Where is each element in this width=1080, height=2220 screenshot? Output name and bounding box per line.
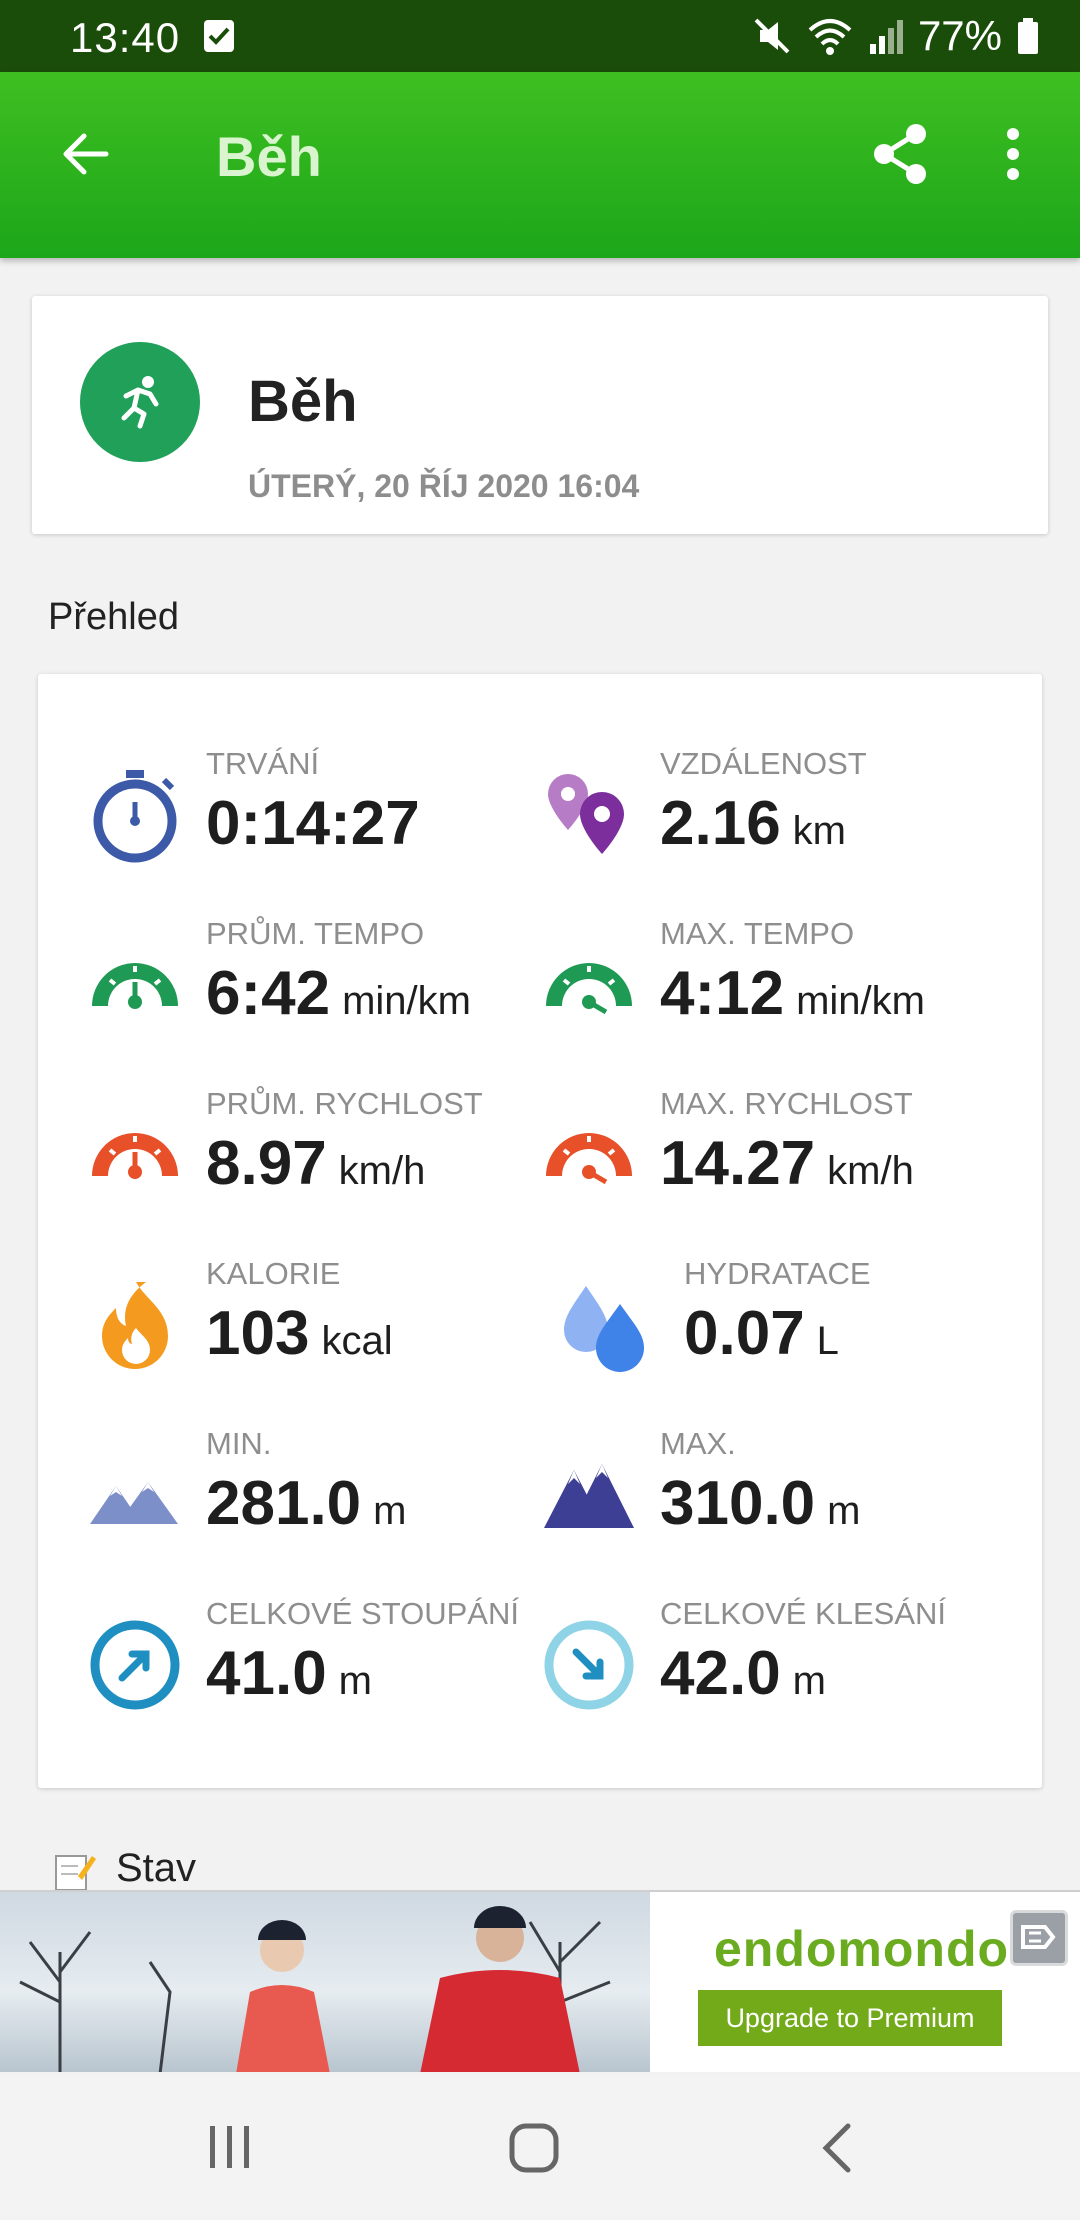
mountains-icon — [544, 1464, 634, 1528]
back-nav-icon[interactable] — [818, 2122, 854, 2174]
ad-brand-logo[interactable]: endomondo — [714, 1921, 1010, 1977]
stat-value: 281.0 — [206, 1469, 362, 1538]
flame-icon — [102, 1282, 168, 1369]
system-nav-bar — [0, 2074, 1080, 2220]
ad-choices-icon[interactable] — [1010, 1910, 1068, 1966]
stat-value: 42.0 — [660, 1639, 781, 1708]
stat-label: KALORIE — [206, 1256, 341, 1291]
upgrade-premium-button[interactable]: Upgrade to Premium — [698, 1990, 1002, 2046]
stat-label: TRVÁNÍ — [206, 746, 320, 781]
stat-value: 4:12 — [660, 959, 785, 1028]
stat-value: 0:14:27 — [206, 789, 420, 858]
signal-icon — [869, 20, 903, 54]
stat-value: 8.97 — [206, 1129, 327, 1198]
stat-label: PRŮM. TEMPO — [206, 916, 425, 951]
stat-label: MAX. TEMPO — [660, 916, 855, 951]
stat-value: 103 — [206, 1299, 310, 1368]
stat-label: MIN. — [206, 1426, 272, 1461]
overview-stats-card: TRVÁNÍ 0:14:27 VZDÁLENOST 2.16 km PRŮM. T… — [38, 674, 1042, 1788]
battery-icon — [1018, 18, 1038, 54]
battery-percent: 77% — [917, 12, 1002, 59]
speedometer-icon — [92, 1133, 178, 1179]
app-bar: Běh — [0, 72, 1080, 258]
stat-value: 0.07 — [684, 1299, 805, 1368]
back-arrow-icon[interactable] — [56, 126, 112, 182]
home-icon[interactable] — [508, 2122, 560, 2174]
stat-unit: m — [338, 1659, 372, 1703]
status-icons: 77% — [752, 12, 1040, 60]
status-bar: 13:40 77% — [0, 0, 1080, 72]
stat-label: CELKOVÉ STOUPÁNÍ — [206, 1596, 519, 1631]
stat-avg-speed: PRŮM. RYCHLOST 8.97 km/h — [86, 1086, 546, 1216]
stat-max-pace: MAX. TEMPO 4:12 min/km — [540, 916, 1000, 1046]
stat-calories: KALORIE 103 kcal — [86, 1256, 546, 1386]
running-sport-icon — [80, 342, 200, 462]
recent-apps-icon[interactable] — [206, 2122, 254, 2172]
note-edit-icon — [55, 1855, 96, 1891]
stat-max-altitude: MAX. 310.0 m — [540, 1426, 1000, 1556]
stat-value: 6:42 — [206, 959, 331, 1028]
stat-unit: min/km — [796, 979, 925, 1023]
stat-unit: kcal — [321, 1319, 393, 1363]
stat-total-ascent: CELKOVÉ STOUPÁNÍ 41.0 m — [86, 1596, 546, 1726]
stat-value: 41.0 — [206, 1639, 327, 1708]
stat-unit: L — [816, 1319, 839, 1363]
more-options-icon[interactable] — [998, 126, 1028, 182]
checkbox-notification-icon — [204, 20, 234, 52]
location-pins-icon — [548, 774, 624, 854]
stat-label: MAX. RYCHLOST — [660, 1086, 913, 1121]
stat-unit: km — [792, 809, 846, 853]
stat-hydration: HYDRATACE 0.07 L — [564, 1256, 1024, 1386]
workout-date: ÚTERÝ, 20 ŘÍJ 2020 16:04 — [248, 468, 640, 504]
mute-icon — [754, 18, 790, 54]
stat-unit: km/h — [338, 1149, 426, 1193]
stat-duration: TRVÁNÍ 0:14:27 — [86, 746, 546, 876]
ad-banner[interactable]: endomondo Upgrade to Premium — [0, 1890, 1080, 2072]
workout-sport-title: Běh — [248, 369, 358, 434]
stat-unit: km/h — [827, 1149, 914, 1193]
stat-max-speed: MAX. RYCHLOST 14.27 km/h — [540, 1086, 1000, 1216]
stat-avg-pace: PRŮM. TEMPO 6:42 min/km — [86, 916, 546, 1046]
overview-heading: Přehled — [48, 596, 179, 638]
descent-arrow-icon — [544, 1620, 634, 1710]
ad-photo-runners[interactable] — [0, 1892, 650, 2072]
app-bar-title: Běh — [216, 125, 322, 188]
stat-total-descent: CELKOVÉ KLESÁNÍ 42.0 m — [540, 1596, 1000, 1726]
stat-distance: VZDÁLENOST 2.16 km — [540, 746, 1000, 876]
stat-label: PRŮM. RYCHLOST — [206, 1086, 483, 1121]
stat-value: 2.16 — [660, 789, 781, 858]
stat-value: 14.27 — [660, 1129, 816, 1198]
status-section-title: Stav — [116, 1846, 197, 1890]
ascent-arrow-icon — [90, 1620, 180, 1710]
water-drops-icon — [564, 1286, 644, 1372]
status-time: 13:40 — [70, 14, 181, 61]
workout-header-card: Běh ÚTERÝ, 20 ŘÍJ 2020 16:04 — [32, 296, 1048, 534]
stat-value: 310.0 — [660, 1469, 816, 1538]
speedometer-icon — [92, 963, 178, 1009]
mountains-icon — [90, 1482, 178, 1524]
stat-label: VZDÁLENOST — [660, 746, 867, 781]
stat-label: MAX. — [660, 1426, 736, 1461]
stat-min-altitude: MIN. 281.0 m — [86, 1426, 546, 1556]
speedometer-icon — [546, 963, 632, 1015]
stat-label: HYDRATACE — [684, 1256, 871, 1291]
speedometer-icon — [546, 1133, 632, 1185]
stat-unit: m — [827, 1489, 861, 1533]
wifi-icon — [808, 19, 852, 55]
stat-label: CELKOVÉ KLESÁNÍ — [660, 1596, 947, 1631]
share-icon[interactable] — [870, 122, 930, 186]
stopwatch-icon — [93, 770, 177, 863]
stat-unit: m — [792, 1659, 826, 1703]
stat-unit: m — [373, 1489, 407, 1533]
stat-unit: min/km — [342, 979, 471, 1023]
